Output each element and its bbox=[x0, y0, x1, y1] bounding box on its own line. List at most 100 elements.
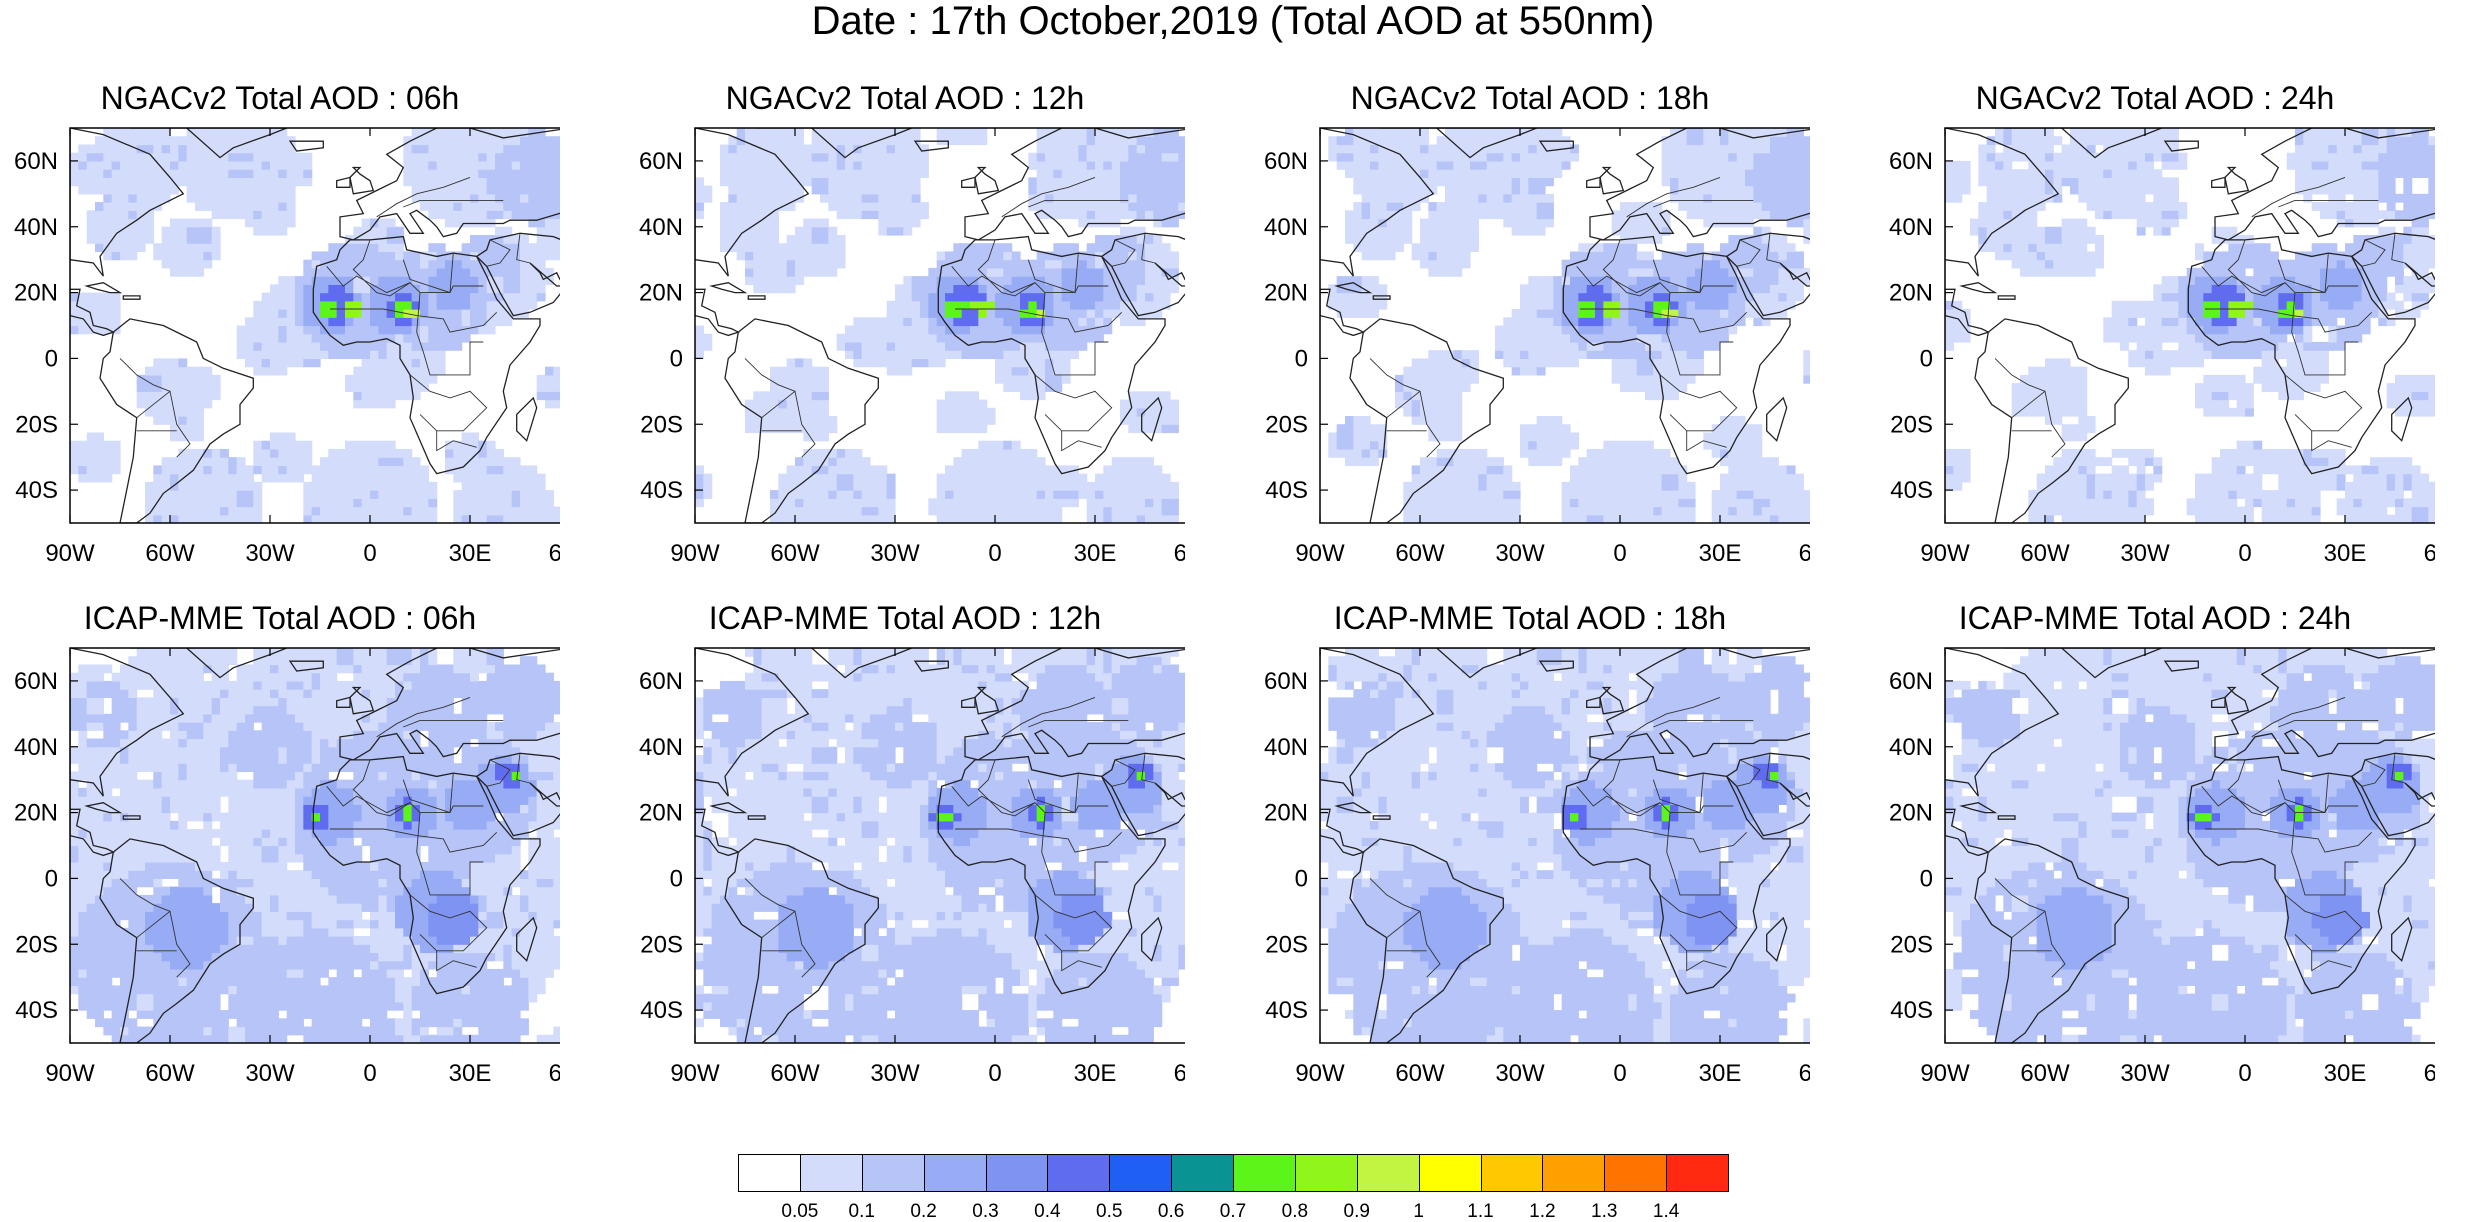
lon-tick-label: 0 bbox=[988, 540, 1001, 567]
lat-tick-label: 40S bbox=[640, 997, 683, 1024]
lat-tick-label: 20S bbox=[1890, 411, 1933, 438]
colorbar-label: 1.2 bbox=[1529, 1201, 1556, 1222]
map-panel-ngac-6h: NGACv2 Total AOD : 06h 90W 60W 30W 0 30E 60E 60… bbox=[0, 80, 560, 580]
panel-title: ICAP-MME Total AOD : 06h bbox=[83, 600, 477, 636]
lon-tick-label: 30E bbox=[449, 540, 492, 567]
colorbar-swatch bbox=[738, 1154, 801, 1192]
lat-tick-label: 0 bbox=[670, 345, 683, 372]
lat-tick-label: 20S bbox=[15, 411, 58, 438]
aod-field bbox=[70, 128, 560, 523]
aod-field bbox=[70, 648, 560, 1043]
lon-tick-label: 60W bbox=[1395, 1060, 1445, 1087]
map-frame bbox=[694, 647, 1185, 1044]
lat-tick-label: 40N bbox=[14, 214, 58, 241]
map-frame bbox=[69, 127, 560, 524]
lon-tick-label: 30W bbox=[870, 1060, 920, 1087]
coastlines bbox=[1320, 648, 1810, 1043]
lon-tick-label: 0 bbox=[1613, 540, 1626, 567]
colorbar-swatch bbox=[1109, 1154, 1173, 1192]
lon-tick-label: 90W bbox=[1295, 540, 1345, 567]
lat-tick-label: 40S bbox=[640, 477, 683, 504]
colorbar-swatch bbox=[1171, 1154, 1234, 1192]
panel-title: NGACv2 Total AOD : 18h bbox=[1350, 80, 1710, 116]
lon-tick-label: 30W bbox=[245, 1060, 295, 1087]
aod-field bbox=[1945, 648, 2435, 1043]
map-plot: 90W 60W 30W 0 30E 60E 60N 40N 20N 0 20S 40S bbox=[1889, 127, 2435, 567]
lat-tick-label: 40S bbox=[15, 477, 58, 504]
colorbar-swatch bbox=[1666, 1154, 1729, 1192]
coastlines bbox=[1945, 648, 2435, 1043]
coastlines bbox=[70, 648, 560, 1043]
lat-tick-label: 20N bbox=[1889, 800, 1933, 827]
colorbar-label: 0.9 bbox=[1343, 1201, 1370, 1222]
lon-tick-label: 30E bbox=[1699, 1060, 1742, 1087]
colorbar-swatch bbox=[985, 1154, 1049, 1192]
map-plot: 90W 60W 30W 0 30E 60E 60N 40N 20N 0 20S 40S bbox=[639, 127, 1185, 567]
lon-tick-label: 60E bbox=[1799, 540, 1810, 567]
lat-tick-label: 40N bbox=[1264, 734, 1308, 761]
aod-field bbox=[695, 648, 1185, 1043]
colorbar-swatch bbox=[1294, 1154, 1358, 1192]
lon-tick-label: 60W bbox=[145, 1060, 195, 1087]
aod-field bbox=[695, 128, 1185, 523]
lon-tick-label: 60W bbox=[2020, 540, 2070, 567]
lat-tick-label: 0 bbox=[45, 865, 58, 892]
coastlines bbox=[70, 128, 560, 523]
lon-tick-label: 90W bbox=[670, 540, 720, 567]
map-plot: 90W 60W 30W 0 30E 60E 60N 40N 20N 0 20S 40S bbox=[14, 647, 560, 1087]
lon-tick-label: 30E bbox=[1699, 540, 1742, 567]
colorbar-label: 0.3 bbox=[972, 1201, 999, 1222]
lat-tick-label: 60N bbox=[639, 668, 683, 695]
lon-tick-label: 0 bbox=[2238, 540, 2251, 567]
coastlines bbox=[695, 128, 1185, 523]
map-frame bbox=[69, 647, 560, 1044]
lat-tick-label: 40S bbox=[1890, 477, 1933, 504]
colorbar-swatch bbox=[1604, 1154, 1668, 1192]
map-panel-ngac-24h: NGACv2 Total AOD : 24h 90W 60W 30W 0 30E 60E 60… bbox=[1875, 80, 2435, 580]
aod-field bbox=[1320, 648, 1810, 1043]
lat-tick-label: 40N bbox=[1889, 214, 1933, 241]
lat-tick-label: 40N bbox=[14, 734, 58, 761]
lon-tick-label: 0 bbox=[363, 540, 376, 567]
lon-tick-label: 90W bbox=[45, 540, 95, 567]
lon-tick-label: 60W bbox=[2020, 1060, 2070, 1087]
panel-title: NGACv2 Total AOD : 06h bbox=[100, 80, 460, 116]
panel-title: NGACv2 Total AOD : 12h bbox=[725, 80, 1085, 116]
map-frame bbox=[694, 127, 1185, 524]
lon-tick-label: 60E bbox=[549, 540, 560, 567]
lon-tick-label: 60E bbox=[2424, 540, 2435, 567]
colorbar-swatch bbox=[861, 1154, 925, 1192]
colorbar-label: 0.8 bbox=[1281, 1201, 1309, 1222]
lon-tick-label: 30E bbox=[449, 1060, 492, 1087]
lon-tick-label: 90W bbox=[670, 1060, 720, 1087]
lat-tick-label: 20N bbox=[639, 280, 683, 307]
map-plot: 90W 60W 30W 0 30E 60E 60N 40N 20N 0 20S 40S bbox=[1264, 647, 1810, 1087]
lon-tick-label: 60W bbox=[1395, 540, 1445, 567]
lon-tick-label: 90W bbox=[1920, 1060, 1970, 1087]
lon-tick-label: 30W bbox=[1495, 540, 1545, 567]
colorbar-label: 1.3 bbox=[1591, 1201, 1618, 1222]
colorbar-swatch bbox=[923, 1154, 987, 1192]
lat-tick-label: 20N bbox=[1264, 280, 1308, 307]
coastlines bbox=[695, 648, 1185, 1043]
map-plot: 90W 60W 30W 0 30E 60E 60N 40N 20N 0 20S 40S bbox=[639, 647, 1185, 1087]
lat-tick-label: 20S bbox=[640, 931, 683, 958]
lat-tick-label: 0 bbox=[45, 345, 58, 372]
map-panel-icap-12h: ICAP-MME Total AOD : 12h 90W 60W 30W 0 30E 60E… bbox=[625, 600, 1185, 1100]
lat-tick-label: 40N bbox=[639, 734, 683, 761]
aod-field bbox=[1945, 128, 2435, 523]
figure-title: Date : 17th October,2019 (Total AOD at 5… bbox=[811, 0, 1655, 43]
lat-tick-label: 20N bbox=[14, 280, 58, 307]
lon-tick-label: 0 bbox=[363, 1060, 376, 1087]
map-panel-ngac-18h: NGACv2 Total AOD : 18h 90W 60W 30W 0 30E 60E 60… bbox=[1250, 80, 1810, 580]
lat-tick-label: 60N bbox=[1264, 668, 1308, 695]
map-frame bbox=[1319, 647, 1810, 1044]
lat-tick-label: 20S bbox=[1890, 931, 1933, 958]
lon-tick-label: 30E bbox=[2324, 1060, 2367, 1087]
lon-tick-label: 30W bbox=[870, 540, 920, 567]
lon-tick-label: 60W bbox=[770, 540, 820, 567]
lat-tick-label: 20S bbox=[1265, 931, 1308, 958]
map-frame bbox=[1319, 127, 1810, 524]
lat-tick-label: 20N bbox=[1264, 800, 1308, 827]
panel-title: ICAP-MME Total AOD : 24h bbox=[1958, 600, 2352, 636]
